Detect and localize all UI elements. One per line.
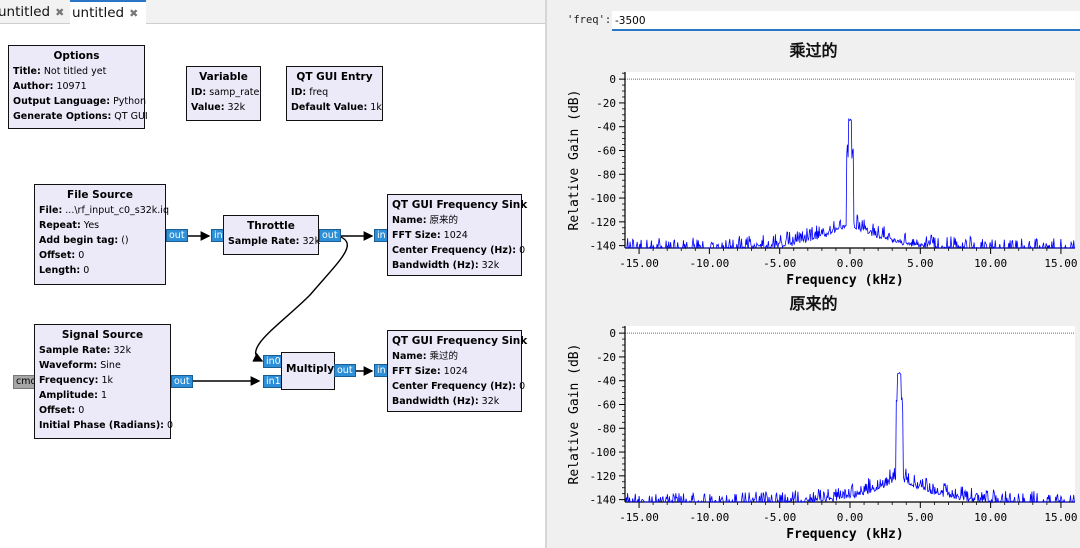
block-title: Variable [199, 71, 248, 83]
block-title: QT GUI Frequency Sink [392, 199, 528, 211]
y-tick-label: -120 [590, 216, 617, 229]
frequency-plot-2-svg[interactable]: 0 -20 -40 -60 -80 -100 -120 -140-15.00 -10.00 -5.… [547, 288, 1080, 546]
flowgraph-canvas[interactable]: Options Title: Not titled yet Author: 10… [0, 25, 545, 548]
block-title: QT GUI Frequency Sink [392, 335, 528, 347]
y-tick-label: -40 [596, 375, 616, 388]
tab-label: untitled [0, 4, 51, 20]
variable-block[interactable]: Variable ID: samp_rate Value: 32k [186, 66, 261, 121]
y-tick-label: 0 [609, 73, 616, 86]
y-tick-label: -140 [590, 494, 617, 507]
x-tick-label: 5.00 [907, 511, 934, 524]
signal-source-block[interactable]: Signal Source Sample Rate: 32k Waveform:… [34, 324, 173, 439]
x-tick-label: -15.00 [619, 511, 659, 524]
plot-title: 乘过的 [789, 41, 838, 60]
options-block[interactable]: Options Title: Not titled yet Author: 10… [8, 45, 148, 129]
signal-source-out-port[interactable]: out [171, 375, 193, 388]
x-tick-label: 15.00 [1044, 257, 1077, 270]
tab-bar: untitled ✖ untitled ✖ [0, 0, 545, 24]
x-tick-label: 15.00 [1044, 511, 1077, 524]
file-source-out-port[interactable]: out [166, 229, 188, 242]
freq-entry-label: 'freq': [567, 14, 612, 26]
file-source-block[interactable]: File Source File: ...\rf_input_c0_s32k.i… [34, 184, 169, 285]
y-tick-label: -20 [596, 351, 616, 364]
x-tick-label: -10.00 [690, 511, 730, 524]
x-axis-label: Frequency (kHz) [786, 527, 903, 542]
x-tick-label: -5.00 [763, 511, 796, 524]
y-tick-label: -60 [596, 398, 616, 411]
spectrum-trace [625, 118, 1075, 250]
x-tick-label: 10.00 [974, 511, 1007, 524]
y-tick-label: -40 [596, 121, 616, 134]
sink1-in-port[interactable]: in [374, 229, 389, 242]
qt-gui-window: 'freq': -3500 乘过的 0 -20 -40 -60 -80 -100 -120 -… [547, 0, 1080, 548]
multiply-in0-port[interactable]: in0 [263, 355, 284, 368]
plot-area [625, 72, 1075, 248]
y-tick-label: -80 [596, 168, 616, 181]
window-divider [545, 0, 547, 548]
tab-untitled-2[interactable]: untitled ✖ [70, 0, 146, 24]
throttle-block[interactable]: Throttle Sample Rate: 32k [223, 215, 320, 255]
frequency-plot-1-svg[interactable]: 0 -20 -40 -60 -80 -100 -120 -140-15.00 -10.00 -5.… [547, 34, 1080, 288]
block-title: Multiply [286, 363, 335, 375]
y-tick-label: 0 [609, 327, 616, 340]
y-tick-label: -100 [590, 446, 617, 459]
flowgraph-editor: untitled ✖ untitled ✖ Options Title: Not t… [0, 0, 545, 548]
block-title: Throttle [247, 220, 295, 232]
block-title: Signal Source [61, 329, 144, 341]
x-axis-label: Frequency (kHz) [786, 273, 903, 288]
wire-throttle-multiply [252, 235, 349, 362]
frequency-plot-1: 乘过的 0 -20 -40 -60 -80 -100 -120 -140 -15.00 -10.0… [547, 34, 1080, 288]
connection-wires [185, 231, 374, 386]
x-tick-label: -15.00 [619, 257, 659, 270]
frequency-sink-2-block[interactable]: QT GUI Frequency Sink Name: 乘过的 FFT Size… [387, 330, 528, 412]
tab-label: untitled [72, 5, 125, 21]
plot-title: 原来的 [789, 294, 838, 313]
spectrum-trace [625, 371, 1075, 504]
multiply-out-port[interactable]: out [334, 364, 356, 377]
qt-gui-entry-block[interactable]: QT GUI Entry ID: freq Default Value: 1k [286, 66, 383, 121]
x-tick-label: -5.00 [763, 257, 796, 270]
y-tick-label: -80 [596, 422, 616, 435]
block-title: QT GUI Entry [296, 71, 373, 83]
y-tick-label: -100 [590, 192, 617, 205]
close-icon[interactable]: ✖ [129, 7, 139, 20]
block-title: Options [53, 50, 100, 62]
block-title: File Source [67, 189, 133, 201]
y-tick-label: -60 [596, 144, 616, 157]
tab-untitled-1[interactable]: untitled ✖ [0, 0, 64, 24]
x-tick-label: -10.00 [690, 257, 730, 270]
y-tick-label: -120 [590, 470, 617, 483]
y-tick-label: -20 [596, 97, 616, 110]
y-axis-label: Relative Gain (dB) [567, 90, 582, 231]
x-tick-label: 5.00 [907, 257, 934, 270]
freq-entry-input[interactable]: -3500 [612, 11, 1080, 31]
multiply-block[interactable]: Multiply [281, 352, 335, 390]
close-icon[interactable]: ✖ [55, 6, 65, 19]
y-tick-label: -140 [590, 240, 617, 253]
plot-area [625, 326, 1075, 502]
frequency-sink-1-block[interactable]: QT GUI Frequency Sink Name: 原来的 FFT Size… [387, 194, 528, 276]
x-tick-label: 0.00 [837, 511, 864, 524]
y-axis-label: Relative Gain (dB) [567, 344, 582, 485]
throttle-out-port[interactable]: out [319, 229, 341, 242]
frequency-plot-2: 原来的 0 -20 -40 -60 -80 -100 -120 -140 -15.00 -10.0… [547, 288, 1080, 546]
x-tick-label: 0.00 [837, 257, 864, 270]
x-tick-label: 10.00 [974, 257, 1007, 270]
